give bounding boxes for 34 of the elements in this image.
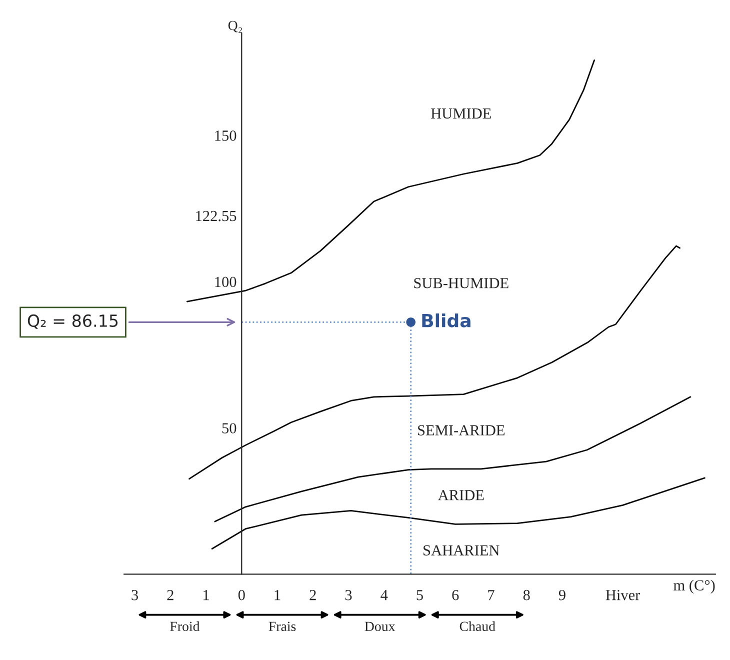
x-tick-label: 1	[204, 590, 209, 600]
y-tick-label: 122.55	[196, 210, 236, 222]
annotation: SUB-HUMIDE	[414, 278, 508, 288]
text: Doux	[364, 622, 396, 632]
text: Frais	[268, 622, 296, 632]
x-tick-label: 4	[380, 590, 388, 600]
line-series	[214, 396, 692, 522]
annotation: SEMI-ARIDE	[418, 425, 505, 436]
x-tick-label: 1	[274, 590, 280, 600]
y-tick-label: 150	[215, 130, 236, 141]
x-tick-label: 3	[345, 590, 352, 600]
x-tick-label: 6	[452, 590, 459, 600]
x-tick-label: Hiver	[606, 590, 640, 600]
text: Froid	[170, 621, 200, 632]
annotation: HUMIDE	[431, 108, 491, 119]
x-tick-label: 5	[416, 590, 423, 600]
x-tick-label: 8	[523, 590, 530, 600]
x-tick-label: 2	[310, 590, 316, 600]
text: Chaud	[460, 621, 496, 632]
x-axis-title: m (C°)	[674, 580, 715, 594]
line-series	[186, 60, 595, 302]
y-tick-label: 100	[215, 276, 236, 288]
x-tick-label: 2	[167, 590, 174, 600]
annotation: SAHARIEN	[424, 545, 500, 556]
y-axis-title: Q₂	[228, 20, 242, 33]
x-tick-label: 7	[488, 590, 494, 600]
line-series	[188, 245, 680, 480]
x-tick-label: 9	[558, 590, 566, 600]
series-label: Blida	[422, 313, 470, 328]
x-tick-label: 0	[238, 590, 245, 600]
annotation: Q₂ = 86.15	[28, 314, 118, 329]
x-tick-label: 3	[132, 590, 138, 600]
annotation: ARIDE	[438, 490, 484, 500]
y-tick-label: 50	[222, 423, 236, 434]
